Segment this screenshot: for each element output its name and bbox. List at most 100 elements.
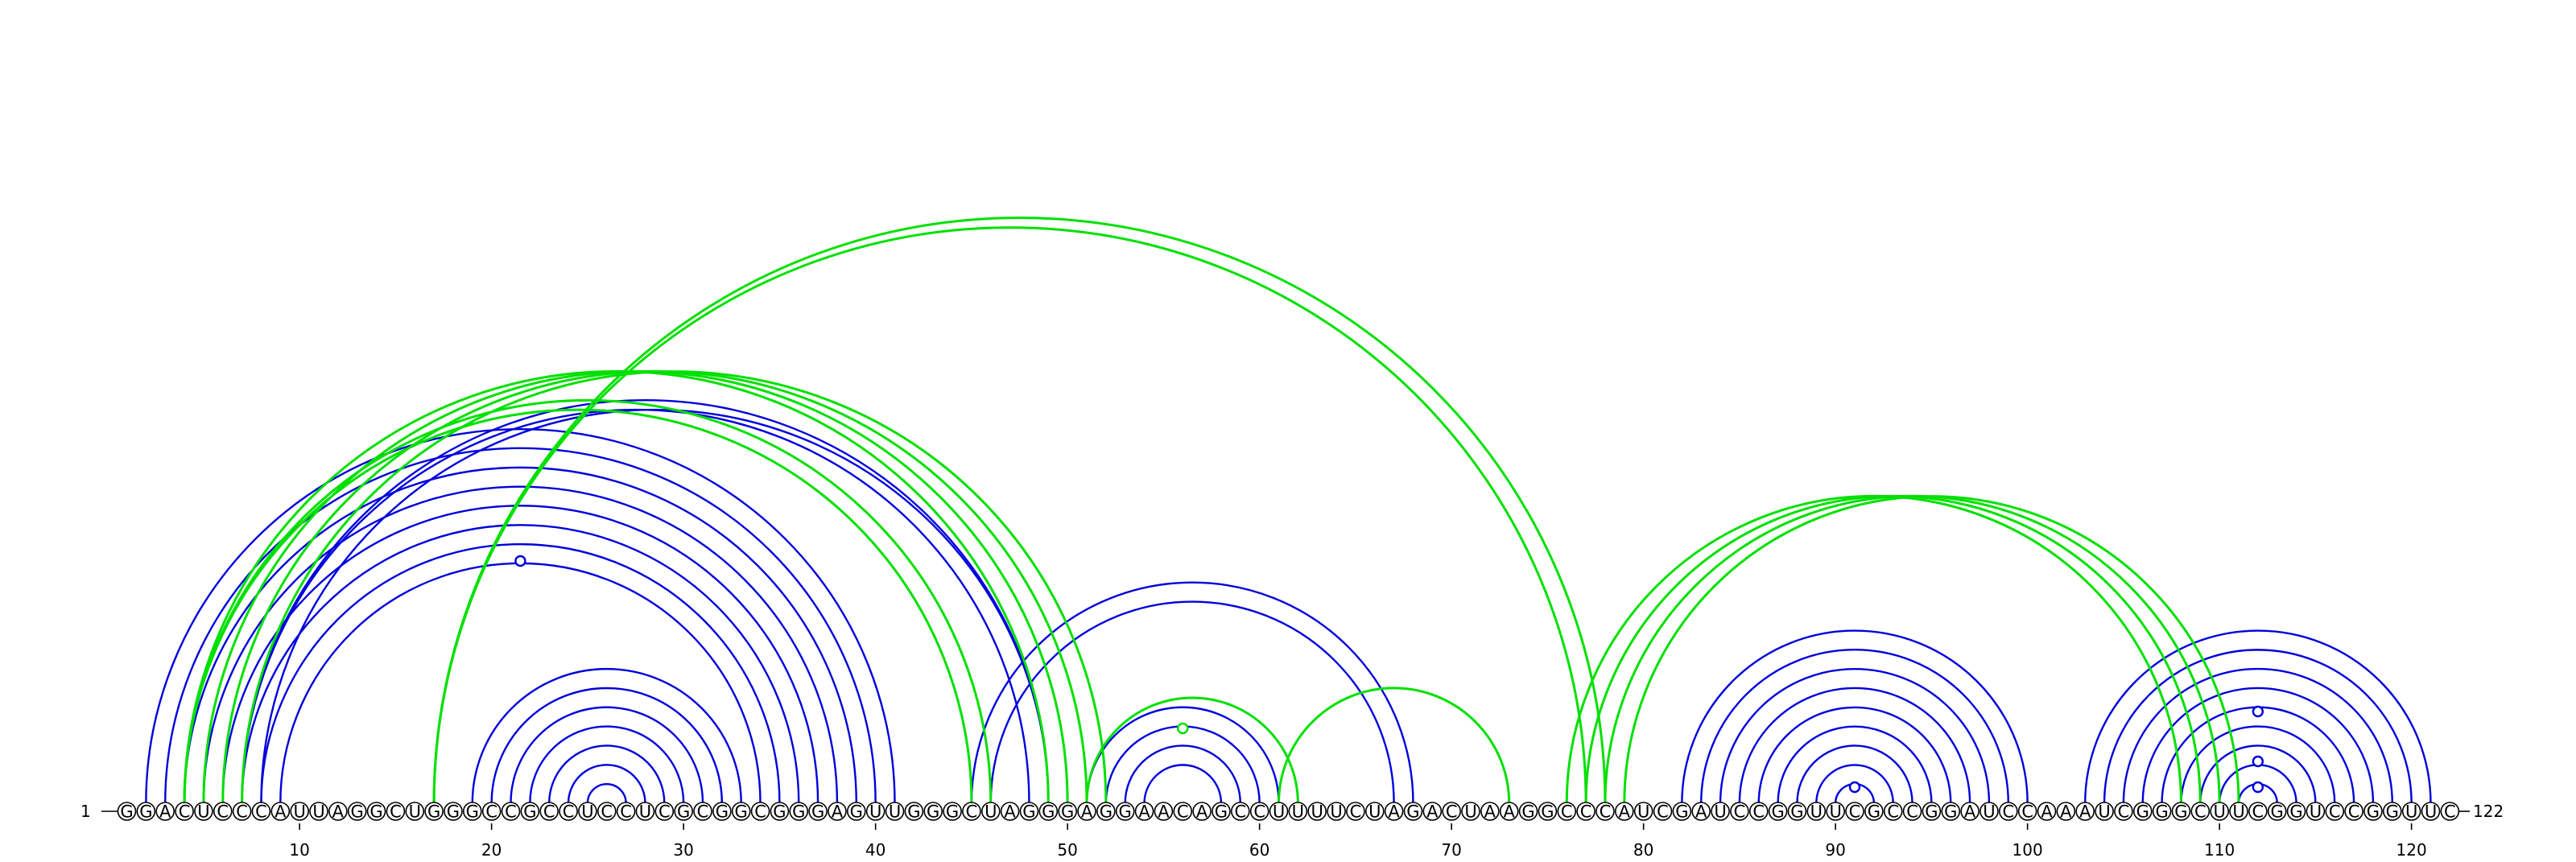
blue-base-pair-arc xyxy=(1777,725,1933,804)
blue-base-pair-arc xyxy=(2199,744,2317,804)
nucleotide: U xyxy=(1806,802,1827,822)
nucleotide-circle xyxy=(2075,802,2095,821)
nucleotide-letter: C xyxy=(2252,802,2264,822)
nucleotide: U xyxy=(1327,802,1346,822)
nucleotide-letter: U xyxy=(581,802,593,822)
nucleotide-letter: U xyxy=(1714,802,1726,822)
nucleotide-letter: C xyxy=(1849,802,1861,822)
nucleotide-letter: G xyxy=(716,802,729,822)
nucleotide: C xyxy=(1557,802,1577,822)
nucleotide-circle xyxy=(828,802,847,821)
nucleotide-circle xyxy=(155,802,175,821)
nucleotide-letter: G xyxy=(1675,802,1688,822)
nucleotide-circle xyxy=(1480,802,1500,821)
nucleotide-letter: C xyxy=(697,802,709,822)
axis-tick-label: 90 xyxy=(1825,840,1845,858)
nucleotide-letter: G xyxy=(2386,802,2399,822)
nucleotide-circle xyxy=(1787,802,1807,821)
blue-base-pair-arc xyxy=(202,485,839,804)
nucleotide-circle xyxy=(1403,802,1423,821)
blue-base-pair-arc xyxy=(1681,629,2029,804)
nucleotide-letter: C xyxy=(543,802,555,822)
nucleotide-circle xyxy=(1346,802,1365,821)
nucleotide: G xyxy=(1768,802,1788,822)
green-base-pair-arc xyxy=(221,369,1088,804)
nucleotide-circle xyxy=(597,802,617,821)
nucleotide: U xyxy=(865,802,886,822)
nucleotide-circle xyxy=(1960,802,1979,821)
nucleotide-circle xyxy=(2037,802,2057,821)
nucleotide-circle xyxy=(2152,802,2172,821)
nucleotide-circle xyxy=(980,802,1001,821)
nucleotide-letter: U xyxy=(1311,802,1323,822)
nucleotide-letter: G xyxy=(139,802,152,822)
nucleotide-circle xyxy=(1576,802,1596,821)
axis-tick-label: 70 xyxy=(1441,840,1461,858)
nucleotide-circle xyxy=(789,802,809,821)
nucleotide: G xyxy=(943,802,962,822)
nucleotide-circle xyxy=(1653,802,1673,821)
nucleotide-letter: A xyxy=(1004,802,1016,822)
nucleotide-letter: U xyxy=(2213,802,2225,822)
nucleotide-letter: A xyxy=(832,802,844,822)
nucleotide: U xyxy=(1711,802,1730,822)
nucleotide: U xyxy=(980,802,1001,822)
blue-base-pair-arc xyxy=(1757,706,1952,804)
nucleotide: A xyxy=(1000,802,1020,822)
nucleotide-circle xyxy=(1902,802,1922,821)
blue-base-pair-arc xyxy=(2180,725,2336,804)
nucleotide: C xyxy=(251,802,271,822)
nucleotide: C xyxy=(1730,802,1749,822)
nucleotide-circle xyxy=(693,802,712,821)
nucleotide: C xyxy=(616,802,636,822)
nucleotide: G xyxy=(2286,802,2306,822)
nucleotide-circle xyxy=(194,802,213,821)
nucleotide-circle xyxy=(136,802,156,821)
nucleotide: U xyxy=(405,802,425,822)
nucleotide-circle xyxy=(750,802,770,821)
nucleotide-letter: G xyxy=(792,802,805,822)
blue-base-pair-arc xyxy=(1738,687,1971,804)
nucleotide-circle xyxy=(1231,802,1250,821)
blue-base-pair-arc xyxy=(567,764,646,804)
nucleotide-circle xyxy=(2114,802,2133,821)
nucleotide: C xyxy=(750,802,770,822)
nucleotide-circle xyxy=(175,802,194,821)
nucleotide-circle xyxy=(2363,802,2383,821)
nucleotide-letter: C xyxy=(255,802,267,822)
nucleotide-letter: G xyxy=(1771,802,1784,822)
nucleotide-circle xyxy=(770,802,790,821)
blue-base-pair-arc xyxy=(2084,629,2432,804)
nucleotide-circle xyxy=(2210,802,2229,821)
nucleotide-letter: U xyxy=(1330,802,1342,822)
nucleotide-letter: U xyxy=(2232,802,2244,822)
green-base-pair-arc xyxy=(1604,494,2221,804)
blue-base-pair-arc xyxy=(529,725,685,804)
nucleotide: U xyxy=(1633,802,1653,822)
nucleotide: G xyxy=(1864,802,1884,822)
nucleotide-circle xyxy=(405,802,425,821)
nucleotide-circle xyxy=(654,802,675,821)
nucleotide-circle xyxy=(1633,802,1653,821)
nucleotide-circle xyxy=(1077,802,1096,821)
nucleotide-circle xyxy=(1615,802,1634,821)
nucleotide-circle xyxy=(424,802,444,821)
nucleotide-letter: G xyxy=(2271,802,2284,822)
nucleotide: G xyxy=(770,802,790,822)
nucleotide-circle xyxy=(1461,802,1480,821)
nucleotide: A xyxy=(1192,802,1212,822)
nucleotide-circle xyxy=(616,802,636,821)
blue-base-pair-arc xyxy=(241,408,1030,804)
nucleotide-circle xyxy=(674,802,693,821)
nucleotide: C xyxy=(2248,802,2268,822)
nucleotide: C xyxy=(1883,802,1903,822)
axis-tick-label: 50 xyxy=(1057,840,1077,858)
nucleotide-circle xyxy=(539,802,559,821)
nucleotide: C xyxy=(2017,802,2037,822)
nucleotide: G xyxy=(847,802,866,822)
nucleotide-circle xyxy=(2095,802,2114,821)
nucleotide-circle xyxy=(2325,802,2345,821)
nucleotide: G xyxy=(1787,802,1807,822)
nucleotide: A xyxy=(1154,802,1174,822)
